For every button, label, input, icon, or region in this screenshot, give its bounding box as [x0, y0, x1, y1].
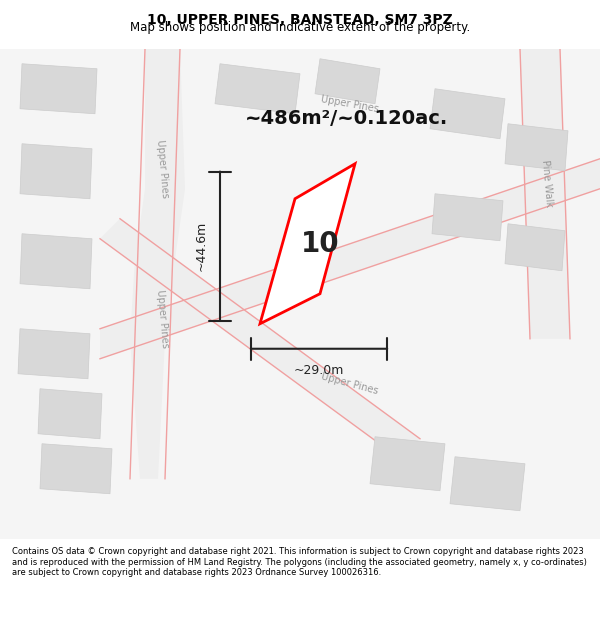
- Polygon shape: [130, 49, 185, 479]
- Text: Upper Pines: Upper Pines: [155, 289, 170, 348]
- Polygon shape: [38, 389, 102, 439]
- Polygon shape: [20, 234, 92, 289]
- Polygon shape: [450, 457, 525, 511]
- Text: ~29.0m: ~29.0m: [294, 364, 344, 377]
- Polygon shape: [505, 124, 568, 171]
- Text: Upper Pines: Upper Pines: [155, 139, 170, 198]
- Polygon shape: [520, 49, 570, 339]
- Polygon shape: [20, 64, 97, 114]
- Polygon shape: [370, 437, 445, 491]
- Polygon shape: [20, 144, 92, 199]
- Polygon shape: [100, 219, 420, 459]
- Text: 10, UPPER PINES, BANSTEAD, SM7 3PZ: 10, UPPER PINES, BANSTEAD, SM7 3PZ: [147, 13, 453, 27]
- Polygon shape: [40, 444, 112, 494]
- Text: Upper Pines: Upper Pines: [320, 371, 380, 396]
- Polygon shape: [505, 224, 565, 271]
- Polygon shape: [315, 59, 380, 104]
- Polygon shape: [260, 164, 355, 324]
- Text: Contains OS data © Crown copyright and database right 2021. This information is : Contains OS data © Crown copyright and d…: [12, 548, 587, 577]
- Text: ~44.6m: ~44.6m: [195, 221, 208, 271]
- Text: Map shows position and indicative extent of the property.: Map shows position and indicative extent…: [130, 21, 470, 34]
- Text: ~486m²/~0.120ac.: ~486m²/~0.120ac.: [245, 109, 448, 128]
- Text: 10: 10: [301, 230, 340, 258]
- Polygon shape: [18, 329, 90, 379]
- Polygon shape: [100, 159, 600, 359]
- Polygon shape: [215, 64, 300, 114]
- Text: Pine Walk: Pine Walk: [540, 160, 554, 208]
- Polygon shape: [432, 194, 503, 241]
- Text: Upper Pines: Upper Pines: [320, 94, 380, 114]
- Polygon shape: [430, 89, 505, 139]
